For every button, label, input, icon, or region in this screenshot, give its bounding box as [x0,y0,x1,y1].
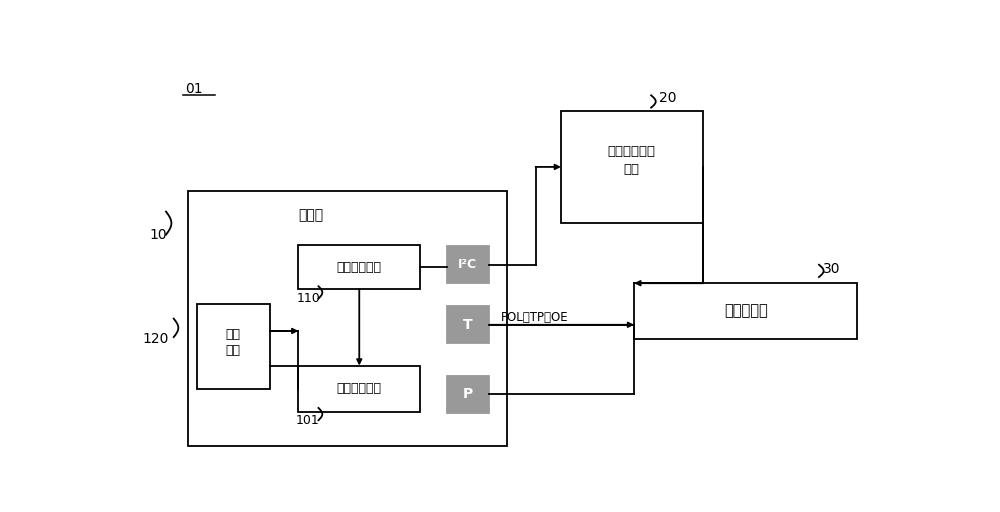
Text: 第一存储单元: 第一存储单元 [337,382,382,395]
Bar [188,191,507,446]
Text: 源极驱动器: 源极驱动器 [724,304,768,318]
Bar [447,246,489,283]
Text: 30: 30 [823,262,840,276]
Text: 处理器: 处理器 [298,208,323,222]
Text: 01: 01 [185,82,203,96]
Text: 10: 10 [149,228,167,242]
Bar [298,245,420,289]
Text: 数据调用单元: 数据调用单元 [337,261,382,273]
Bar [197,304,270,389]
Text: 灰阶电压生成: 灰阶电压生成 [608,145,656,158]
Text: 检测: 检测 [225,328,240,342]
Text: 20: 20 [659,92,676,105]
Bar [561,112,703,223]
Text: 120: 120 [143,332,169,346]
Text: 101: 101 [295,414,319,427]
Text: 110: 110 [297,292,321,305]
Text: T: T [463,318,473,332]
Bar [634,283,857,338]
Bar [298,366,420,412]
Text: POL、TP、OE: POL、TP、OE [501,311,569,324]
Text: P: P [463,387,473,401]
Bar [447,376,489,413]
Text: 单元: 单元 [225,344,240,357]
Text: 单元: 单元 [624,163,640,176]
Bar [447,306,489,343]
Text: I²C: I²C [458,258,477,271]
